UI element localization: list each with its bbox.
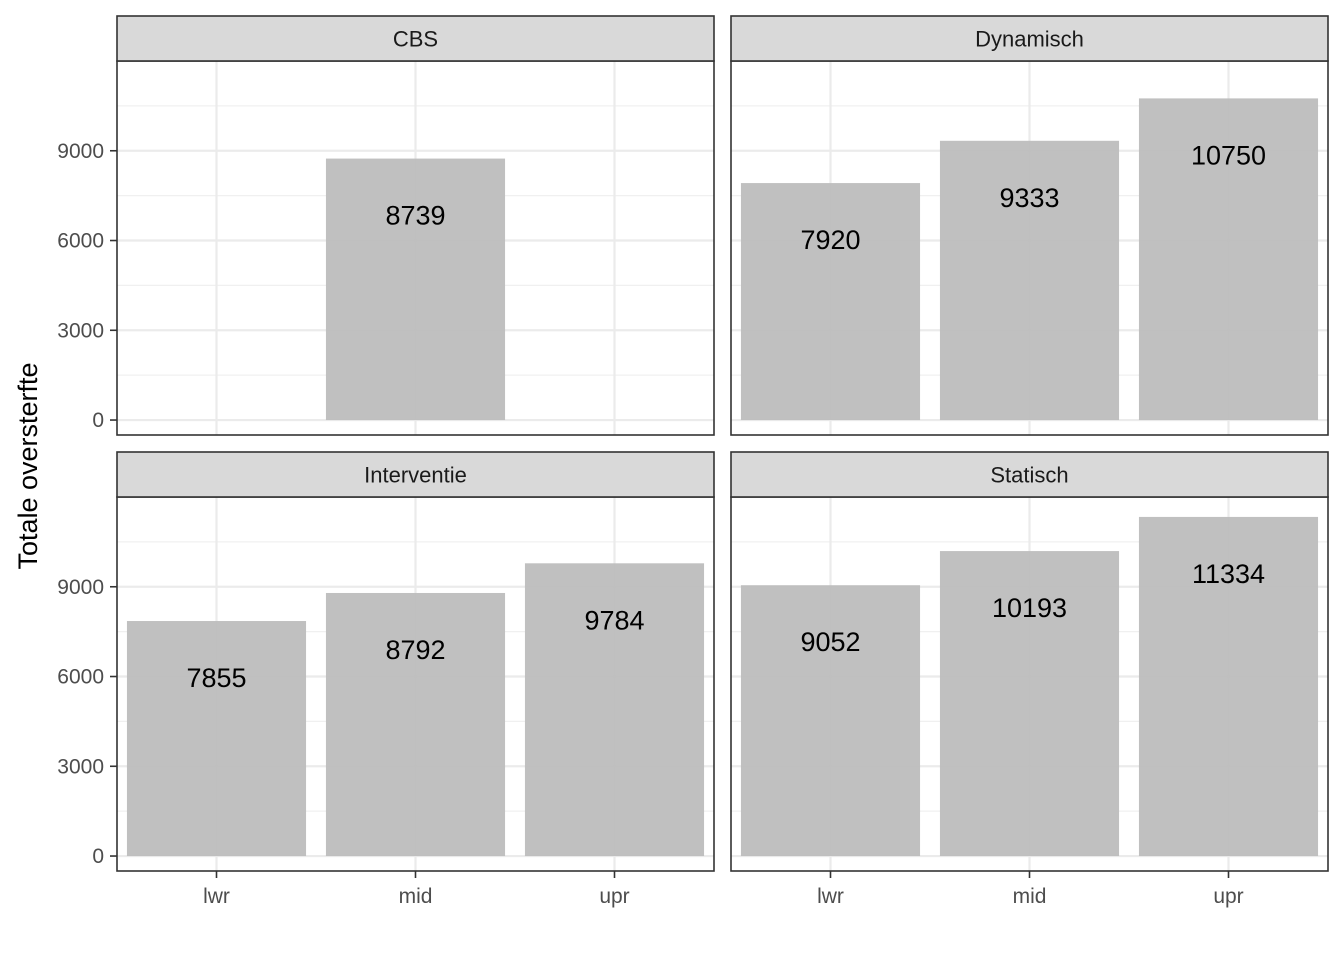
x-tick-label: upr: [1213, 885, 1243, 908]
y-tick-label: 3000: [57, 319, 104, 342]
facet-strip-label: Statisch: [990, 463, 1068, 488]
bar-mid: [939, 551, 1120, 857]
facet-panel-interventie: 7855 8792 9784 Interventie 0 3000 6000 9000 lwr m…: [57, 451, 715, 908]
x-tick-label: mid: [1013, 885, 1047, 908]
bar-label-upr: 10750: [1191, 140, 1266, 170]
x-tick-label: lwr: [203, 885, 230, 908]
y-tick-label: 9000: [57, 140, 104, 163]
facet-strip-label: CBS: [393, 27, 438, 52]
bar-label-lwr: 9052: [800, 627, 860, 657]
y-tick-label: 0: [92, 845, 104, 868]
facet-panel-dynamisch: 7920 9333 10750 Dynamisch: [730, 15, 1329, 436]
x-tick-label: upr: [599, 885, 629, 908]
bar-lwr: [740, 183, 921, 421]
y-tick-label: 0: [92, 409, 104, 432]
facet-panel-cbs: 8739 CBS 0 3000 6000 9000: [57, 15, 715, 436]
y-tick-label: 3000: [57, 755, 104, 778]
bar-mid: [939, 140, 1120, 421]
x-tick-label: lwr: [817, 885, 844, 908]
y-axis-title: Totale oversterfte: [13, 362, 43, 569]
bar-mid: [325, 592, 506, 857]
y-tick-label: 9000: [57, 576, 104, 599]
bar-label-upr: 11334: [1192, 559, 1265, 589]
bar-lwr: [740, 585, 921, 857]
y-tick-label: 6000: [57, 666, 104, 689]
facet-panel-statisch: 9052 10193 11334 Statisch lwr mid upr: [730, 451, 1329, 908]
bar-label-mid: 8739: [385, 201, 445, 231]
facet-strip: [116, 15, 715, 62]
facet-strip: [730, 15, 1329, 62]
bar-label-upr: 9784: [584, 605, 644, 635]
facet-strip-label: Dynamisch: [975, 27, 1084, 52]
facet-strip-label: Interventie: [364, 463, 467, 488]
bar-label-mid: 8792: [385, 635, 445, 665]
x-tick-label: mid: [399, 885, 433, 908]
bar-upr: [524, 563, 705, 857]
bar-lwr: [126, 621, 307, 857]
bar-label-lwr: 7855: [186, 663, 246, 693]
bar-upr: [1138, 98, 1319, 421]
facet-strip: [116, 451, 715, 498]
bar-label-lwr: 7920: [800, 225, 860, 255]
bar-label-mid: 10193: [992, 593, 1067, 623]
chart-panels: 8739 CBS 0 3000 6000 9000 7920 9333 10750 Dynamis…: [57, 15, 1329, 908]
facet-strip: [730, 451, 1329, 498]
bar-label-mid: 9333: [999, 183, 1059, 213]
y-tick-label: 6000: [57, 230, 104, 253]
bar-mid: [325, 158, 506, 421]
bar-upr: [1138, 516, 1319, 857]
